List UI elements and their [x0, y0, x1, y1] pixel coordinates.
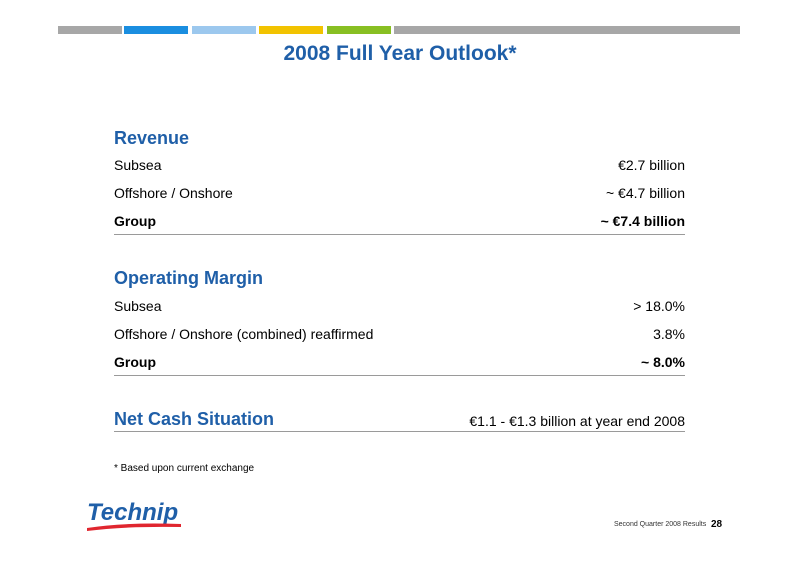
row-value: €2.7 billion — [618, 157, 685, 173]
net-cash-value: €1.1 - €1.3 billion at year end 2008 — [469, 413, 685, 429]
row-value: ~ €4.7 billion — [605, 185, 685, 201]
color-bar-segment — [124, 26, 188, 34]
row-label: Offshore / Onshore — [114, 185, 233, 201]
margin-row-subsea: Subsea > 18.0% — [114, 298, 685, 318]
margin-divider — [114, 375, 685, 376]
operating-margin-heading: Operating Margin — [114, 268, 264, 288]
color-bar-segment — [259, 26, 323, 34]
revenue-row-subsea: Subsea €2.7 billion — [114, 157, 685, 177]
page-number: 28 — [711, 519, 723, 530]
technip-logo: Technip — [87, 499, 181, 531]
row-value: 3.8% — [653, 326, 685, 342]
color-bar-segment — [327, 26, 391, 34]
row-label: Subsea — [114, 298, 162, 314]
revenue-heading: Revenue — [114, 128, 190, 148]
row-value: > 18.0% — [633, 298, 685, 314]
footer-text: Second Quarter 2008 Results — [614, 521, 707, 528]
net-cash-heading: Net Cash Situation — [114, 409, 275, 429]
row-value: ~ €7.4 billion — [600, 213, 685, 229]
margin-row-group: Group ~ 8.0% — [114, 354, 685, 374]
net-cash-row: €1.1 - €1.3 billion at year end 2008 — [114, 413, 685, 433]
margin-row-offshore-onshore: Offshore / Onshore (combined) reaffirmed… — [114, 326, 685, 346]
row-value: ~ 8.0% — [641, 354, 685, 370]
color-bar-segment — [58, 26, 122, 34]
net-cash-divider — [114, 431, 685, 432]
revenue-divider — [114, 234, 685, 235]
row-label: Subsea — [114, 157, 162, 173]
page-title: 2008 Full Year Outlook* — [283, 42, 517, 65]
row-label: Group — [114, 213, 156, 229]
revenue-row-offshore-onshore: Offshore / Onshore ~ €4.7 billion — [114, 185, 685, 205]
color-bar-segment — [394, 26, 740, 34]
row-label: Offshore / Onshore (combined) reaffirmed — [114, 326, 374, 342]
top-color-bar — [58, 26, 740, 34]
logo-text: Technip — [87, 499, 178, 526]
row-label: Group — [114, 354, 156, 370]
logo-swoosh — [87, 523, 181, 531]
color-bar-segment — [192, 26, 256, 34]
revenue-row-group: Group ~ €7.4 billion — [114, 213, 685, 233]
footnote: * Based upon current exchange — [114, 463, 255, 474]
